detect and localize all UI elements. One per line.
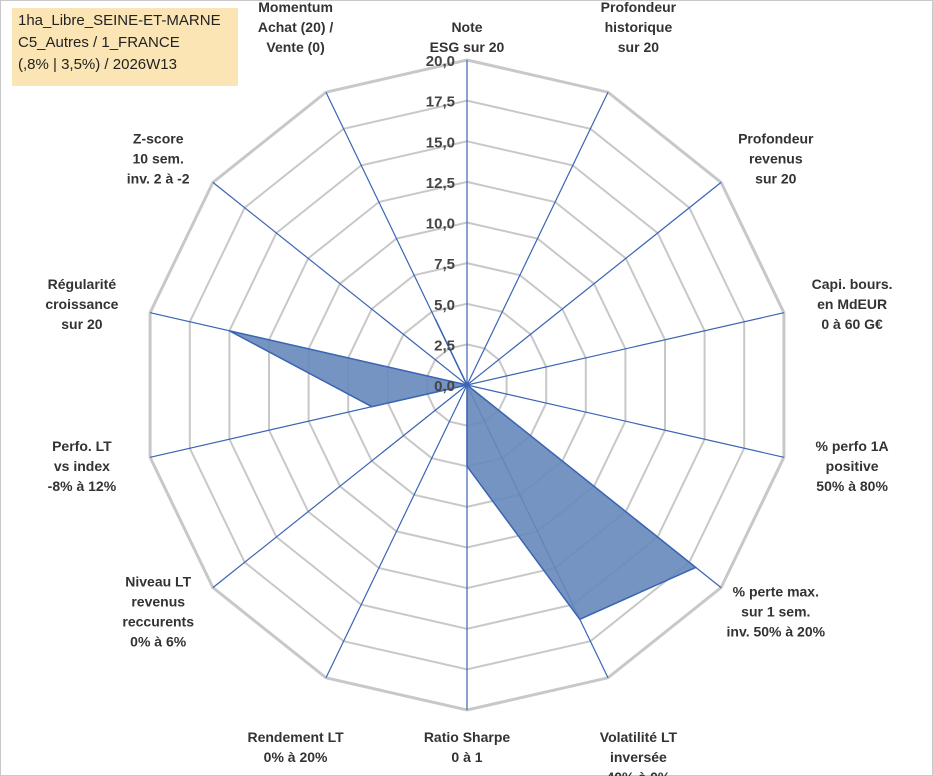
series-area [229, 318, 698, 621]
axis-spoke [466, 181, 722, 386]
radial-tick-labels: 0,0 2,5 5,0 7,5 10,0 12,5 15,0 17,5 20,0 [426, 53, 455, 395]
info-line-1: 1ha_Libre_SEINE-ET-MARNE [18, 12, 221, 29]
axis-label: Note ESG sur 20 [430, 19, 505, 55]
axis-label: Capi. bours. en MdEUR 0 à 60 G€ [812, 276, 893, 332]
axis-spoke [466, 91, 609, 386]
radial-tick-label: 0,0 [434, 378, 455, 395]
axis-label: Régularité croissance sur 20 [45, 276, 118, 332]
axis-label: Rendement LT 0% à 20% [247, 729, 344, 765]
radial-tick-label: 10,0 [426, 216, 455, 233]
axis-spoke [212, 181, 468, 386]
radial-tick-label: 7,5 [434, 256, 455, 273]
axis-label: Niveau LT revenus reccurents 0% à 6% [122, 573, 194, 649]
axis-spoke [212, 384, 468, 589]
radar-series [229, 318, 698, 621]
axis-label: Profondeur revenus sur 20 [738, 131, 814, 187]
axis-spoke [466, 312, 785, 386]
radial-tick-label: 5,0 [434, 297, 455, 314]
axis-spoke [325, 384, 468, 679]
axis-labels: Note ESG sur 20 Profondeur historique sur 20… [45, 0, 892, 776]
axis-label: Perfo. LT vs index -8% à 12% [48, 438, 117, 494]
axis-label: % perfo 1A positive 50% à 80% [816, 438, 889, 494]
info-line-3: (,8% | 3,5%) / 2026W13 [18, 56, 177, 73]
radial-tick-label: 17,5 [426, 94, 455, 111]
axis-spoke [466, 384, 785, 458]
axis-label: % perte max. sur 1 sem. inv. 50% à 20% [727, 583, 826, 639]
axis-label: Z-score 10 sem. inv. 2 à -2 [127, 131, 190, 187]
axis-label: Volatilité LTinversée40% à 0% [600, 729, 678, 776]
axis-label: Ratio Sharpe 0 à 1 [424, 729, 511, 765]
radial-tick-label: 2,5 [434, 337, 455, 354]
radial-tick-label: 20,0 [426, 53, 455, 70]
radial-tick-label: 15,0 [426, 134, 455, 151]
info-line-2: C5_Autres / 1_FRANCE [18, 34, 180, 51]
axis-label: Momentum Achat (20) / Vente (0) [258, 0, 334, 55]
radial-tick-label: 12,5 [426, 175, 455, 192]
info-box: 1ha_Libre_SEINE-ET-MARNE C5_Autres / 1_F… [12, 8, 238, 86]
axis-label: Profondeur historique sur 20 [601, 0, 677, 55]
